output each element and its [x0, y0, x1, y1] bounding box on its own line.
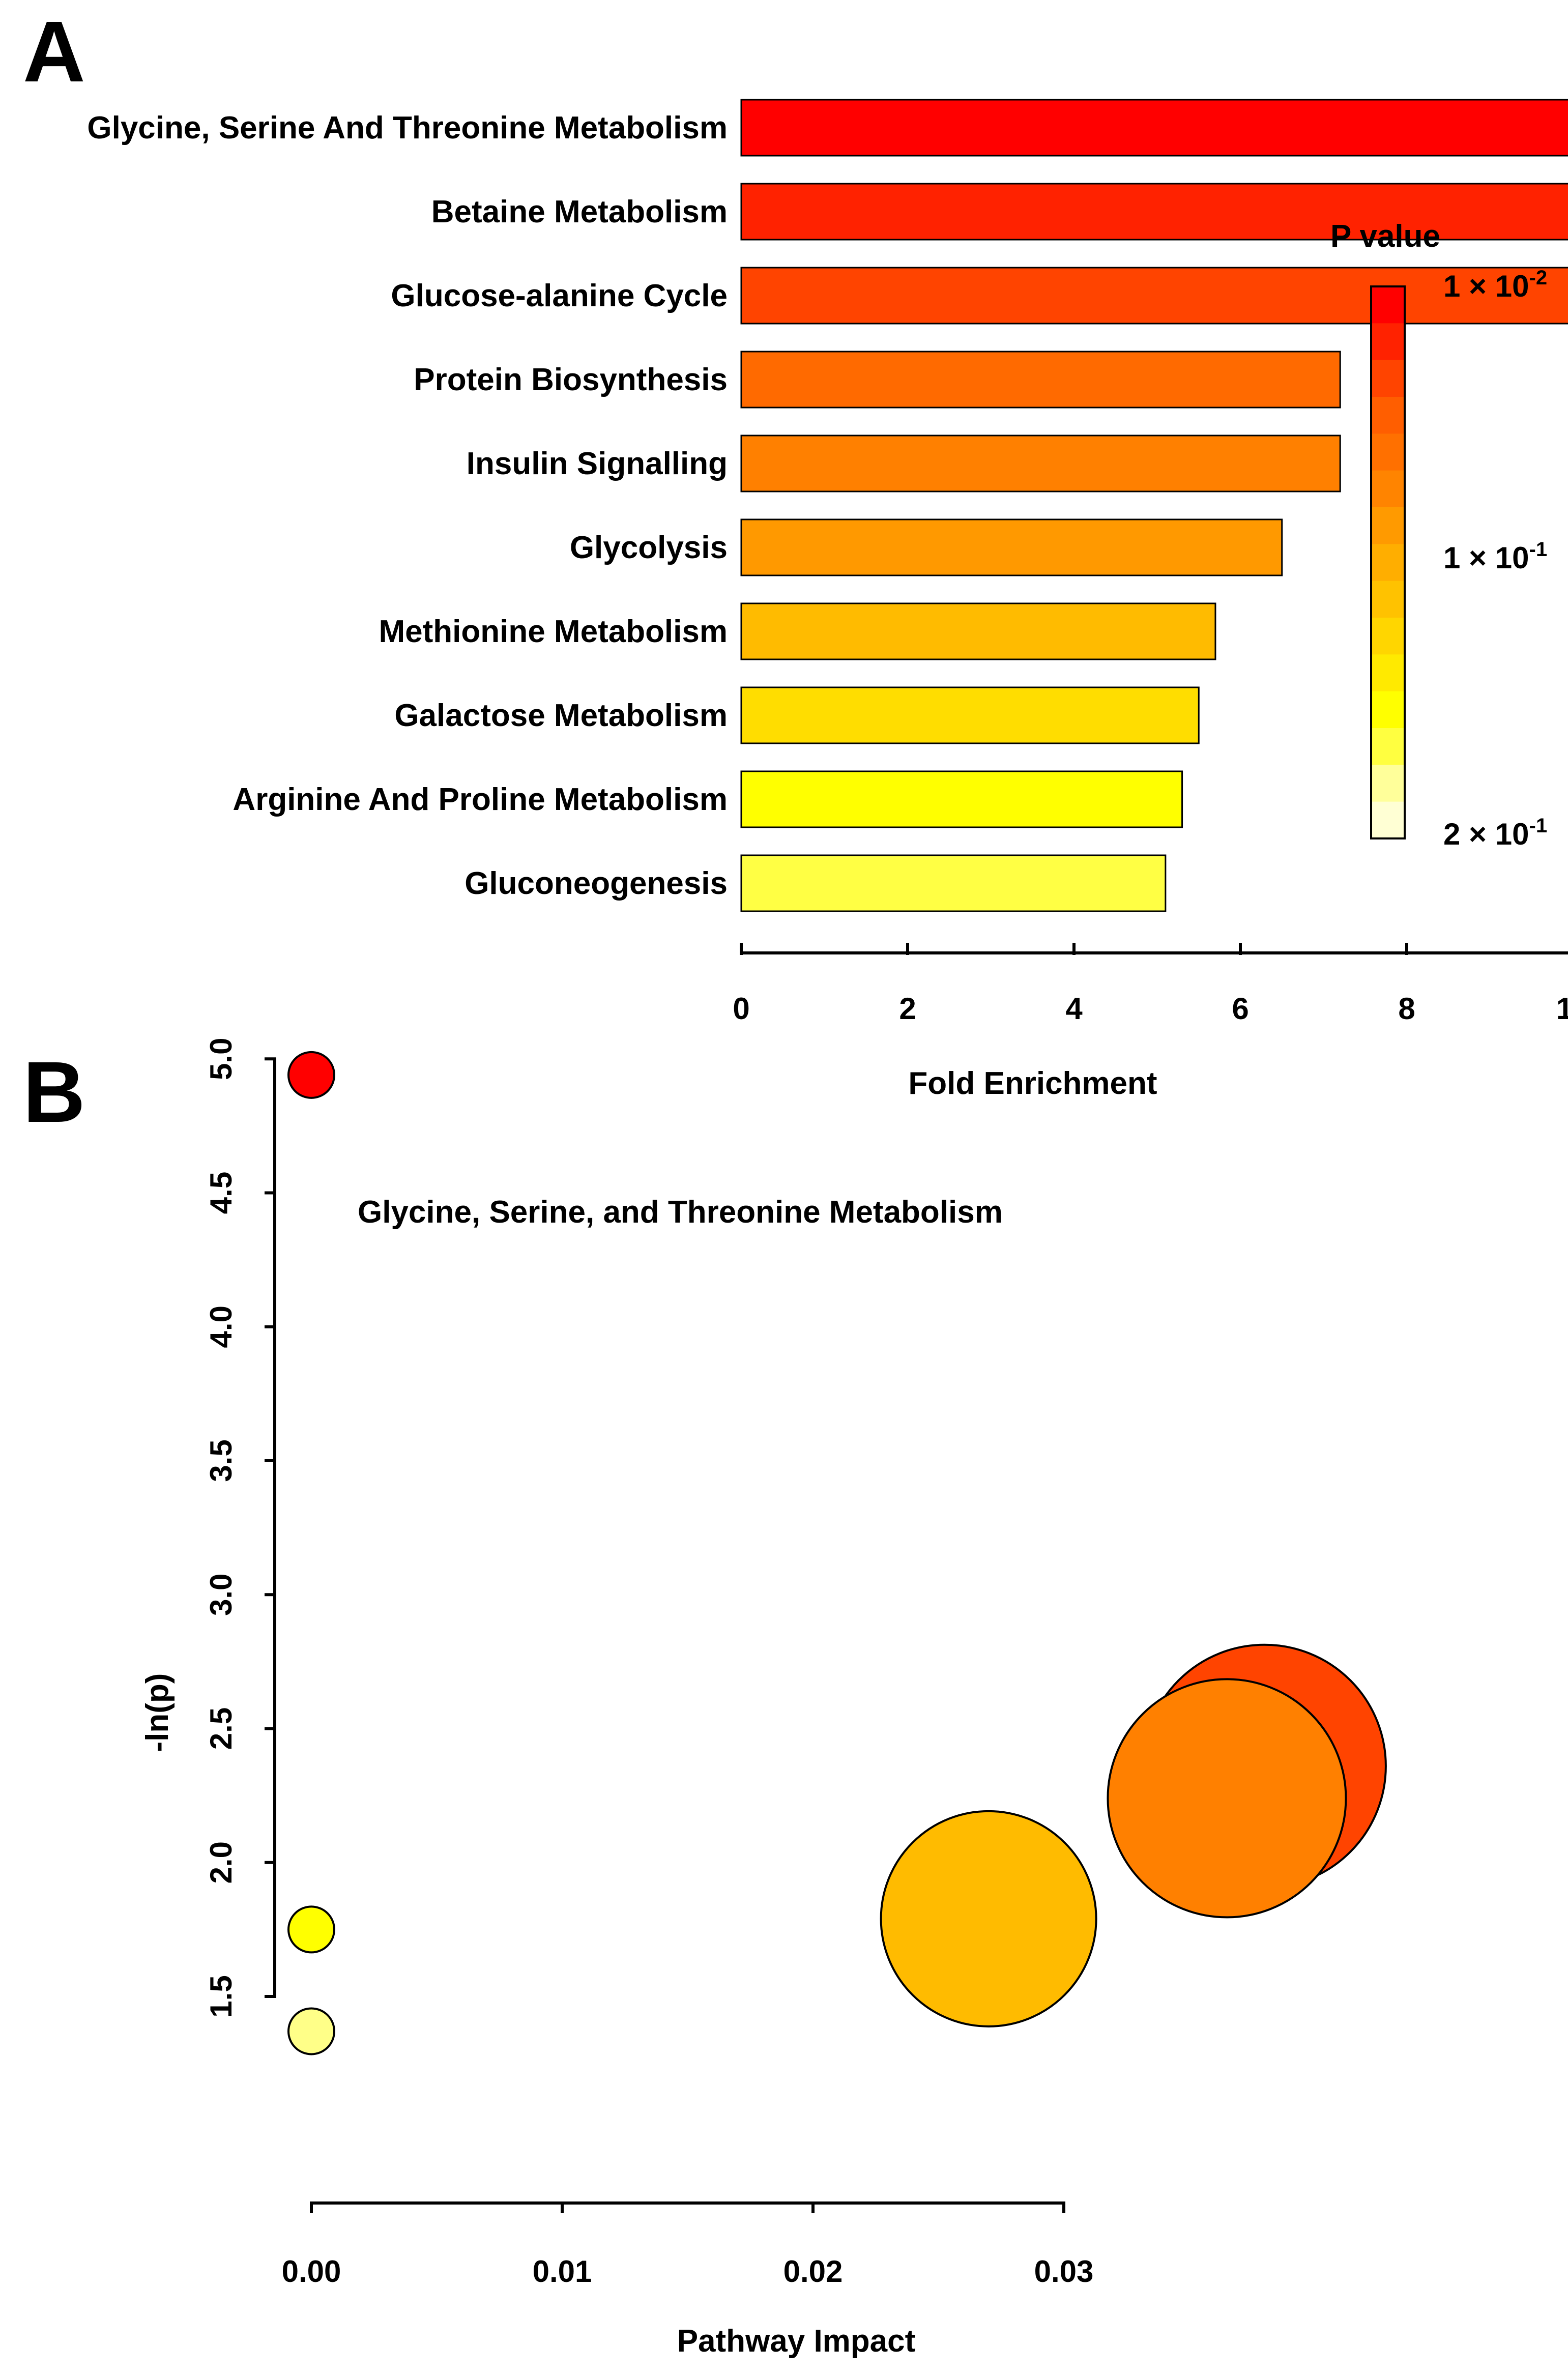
y-tick-label: 2.5: [204, 1707, 238, 1750]
legend-swatch: [1371, 397, 1405, 434]
legend-swatch: [1371, 360, 1405, 397]
legend-label: 2 × 10-1: [1443, 815, 1547, 851]
legend-title: P value: [1330, 219, 1440, 254]
legend-swatch: [1371, 286, 1405, 324]
bar: [740, 770, 1183, 828]
bar-chart-a: Glycine, Serine And Threonine Metabolism…: [87, 99, 1568, 912]
x-tick-label: 4: [1065, 992, 1083, 1026]
x-axis-title-b: Pathway Impact: [677, 2324, 916, 2359]
category-label: Gluconeogenesis: [464, 866, 728, 901]
x-axis-a: 024681012: [733, 943, 1568, 1026]
legend-swatch: [1371, 323, 1405, 361]
legend-swatch: [1371, 765, 1405, 802]
category-label: Glycine, Serine And Threonine Metabolism: [87, 110, 728, 146]
bar: [740, 602, 1216, 660]
legend-swatch: [1371, 618, 1405, 655]
x-axis-title-a: Fold Enrichment: [908, 1066, 1157, 1101]
legend-swatch: [1371, 728, 1405, 765]
scatter-point: [287, 2007, 335, 2055]
scatter-point: [287, 1905, 335, 1954]
bar: [740, 99, 1568, 157]
legend-swatch: [1371, 581, 1405, 618]
legend-frame: [1370, 285, 1406, 839]
x-tick-label: 8: [1398, 992, 1415, 1026]
bar: [740, 351, 1341, 409]
category-label: Betaine Metabolism: [431, 194, 728, 229]
category-label: Galactose Metabolism: [394, 698, 728, 733]
y-tick-label: 3.5: [204, 1439, 238, 1482]
x-tick-label: 0.01: [533, 2254, 592, 2288]
legend-swatch: [1371, 470, 1405, 508]
legend-swatch: [1371, 507, 1405, 544]
category-label: Glycolysis: [570, 530, 728, 565]
y-tick-label: 3.0: [204, 1574, 238, 1616]
legend-label: 1 × 10-1: [1443, 538, 1547, 575]
x-tick-label: 0.03: [1034, 2254, 1094, 2288]
point-annotation: Glycine, Serine, and Threonine Metabolis…: [358, 1195, 1003, 1230]
x-tick-label: 0.00: [282, 2254, 341, 2288]
legend-swatch: [1371, 801, 1405, 839]
y-tick-label: 4.5: [204, 1172, 238, 1214]
scatter-point: [1107, 1678, 1347, 1919]
scatter-points-b: [287, 1051, 1387, 2055]
y-tick-label: 2.0: [204, 1841, 238, 1884]
bar: [740, 686, 1200, 744]
bar: [740, 518, 1283, 576]
category-label: Arginine And Proline Metabolism: [233, 782, 728, 817]
bar: [740, 854, 1167, 912]
scatter-point: [287, 1051, 335, 1099]
category-label: Protein Biosynthesis: [414, 362, 728, 397]
legend-colorbar: [1370, 285, 1406, 839]
bar: [740, 434, 1341, 492]
panel-b-letter: B: [23, 1044, 85, 1141]
legend-swatch: [1371, 544, 1405, 582]
y-tick-label: 1.5: [204, 1975, 238, 2017]
x-tick-label: 0.02: [783, 2254, 843, 2288]
legend-swatch: [1371, 691, 1405, 729]
legend-swatch: [1371, 433, 1405, 471]
panel-a-letter: A: [23, 4, 85, 100]
legend-labels: 1 × 10-2 1 × 10-1 2 × 10-1: [1443, 267, 1547, 851]
category-label: Insulin Signalling: [467, 446, 728, 481]
y-tick-label: 5.0: [204, 1038, 238, 1080]
scatter-point: [880, 1810, 1097, 2027]
x-tick-label: 6: [1232, 992, 1248, 1026]
bar: [740, 183, 1568, 241]
category-label: Glucose-alanine Cycle: [391, 278, 728, 313]
y-tick-label: 4.0: [204, 1306, 238, 1348]
category-label: Methionine Metabolism: [379, 614, 728, 649]
axes-b: 1.5 2.0 2.5 3.0 3.5 4.0 4.5 5.0 0.00 0.01 0.02 0.03: [204, 1038, 1093, 2288]
x-tick-label: 2: [899, 992, 916, 1026]
legend-label: 1 × 10-2: [1443, 267, 1547, 303]
x-tick-label: 0: [733, 992, 749, 1026]
bar: [740, 267, 1568, 325]
y-axis-title-b: -ln(p): [140, 1673, 175, 1752]
x-tick-label: 10: [1556, 992, 1568, 1026]
legend-swatch: [1371, 654, 1405, 692]
